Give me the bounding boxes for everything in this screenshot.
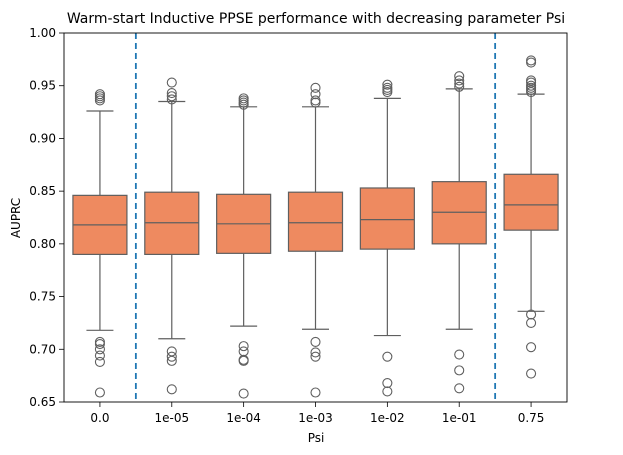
- outlier-point: [526, 368, 537, 379]
- outlier-point: [382, 351, 393, 362]
- outlier-point: [454, 81, 465, 92]
- outlier-point: [454, 71, 465, 82]
- outlier-point: [526, 309, 537, 320]
- outlier-point: [526, 80, 537, 91]
- x-tick-label: 0.0: [90, 411, 109, 425]
- outlier-point: [382, 79, 393, 90]
- outlier-point: [310, 89, 321, 100]
- outlier-point: [166, 91, 177, 102]
- outlier-point: [238, 388, 249, 399]
- outlier-point: [238, 93, 249, 104]
- x-tick-label: 1e-04: [226, 411, 261, 425]
- chart-title: Warm-start Inductive PPSE performance wi…: [67, 11, 565, 27]
- outlier-point: [94, 89, 105, 100]
- outlier-point: [94, 350, 105, 361]
- y-tick-label: 0.90: [29, 131, 56, 145]
- outlier-point: [526, 75, 537, 86]
- outlier-point: [166, 351, 177, 362]
- box-iqr: [503, 173, 559, 231]
- y-tick-label: 0.80: [29, 237, 56, 251]
- outlier-point: [454, 365, 465, 376]
- outlier-point: [454, 383, 465, 394]
- outlier-point: [166, 94, 177, 105]
- outlier-point: [166, 77, 177, 88]
- y-tick-label: 0.85: [29, 184, 56, 198]
- x-tick-label: 1e-03: [298, 411, 333, 425]
- outlier-point: [166, 88, 177, 99]
- outlier-point: [526, 342, 537, 353]
- outlier-point: [526, 55, 537, 66]
- y-tick-label: 0.95: [29, 79, 56, 93]
- outlier-point: [94, 387, 105, 398]
- outlier-point: [310, 387, 321, 398]
- outlier-point: [166, 355, 177, 366]
- outlier-point: [382, 377, 393, 389]
- outlier-point: [94, 344, 105, 355]
- outlier-point: [382, 82, 393, 93]
- outlier-point: [310, 336, 321, 347]
- outlier-point: [310, 351, 321, 362]
- plot-area: 0.65 0.70 0.75 0.80 0.85 0.90 0.95 1.00 0.0 1e-05…: [29, 26, 568, 425]
- outlier-point: [238, 355, 249, 366]
- box-iqr: [359, 187, 415, 250]
- y-tick-label: 1.00: [29, 26, 56, 40]
- axes-frame: [63, 32, 568, 403]
- outlier-point: [382, 386, 393, 397]
- outlier-point: [238, 341, 249, 352]
- x-axis-label: Psi: [308, 431, 325, 445]
- outlier-point: [94, 338, 105, 350]
- outlier-point: [526, 317, 537, 328]
- outlier-point: [310, 82, 321, 93]
- outlier-point: [166, 384, 177, 395]
- x-tick-label: 1e-05: [154, 411, 189, 425]
- outlier-point: [310, 95, 321, 106]
- y-tick-label: 0.65: [29, 395, 56, 409]
- outlier-point: [310, 347, 321, 358]
- x-tick-label: 1e-02: [370, 411, 405, 425]
- y-axis-label: AUPRC: [9, 198, 23, 238]
- y-tick-label: 0.75: [29, 290, 56, 304]
- outlier-point: [454, 75, 465, 86]
- outlier-point: [94, 356, 105, 367]
- outlier-point: [454, 78, 465, 89]
- x-tick-label: 1e-01: [442, 411, 477, 425]
- outlier-point: [454, 349, 465, 360]
- y-tick-label: 0.70: [29, 342, 56, 356]
- box-iqr: [287, 191, 344, 252]
- x-tick-label: 0.75: [518, 411, 545, 425]
